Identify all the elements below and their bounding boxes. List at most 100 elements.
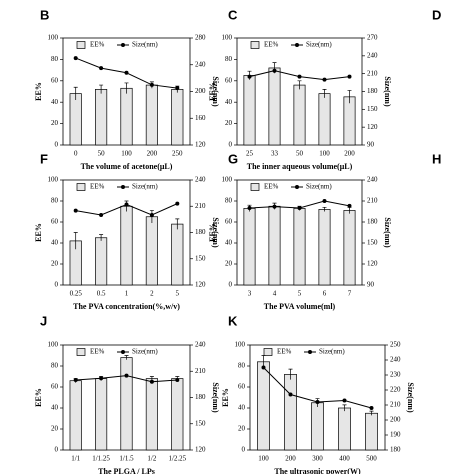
y2-tick-label: 180 (390, 446, 401, 454)
y2-axis-label: Size(nm) (211, 76, 220, 107)
x-axis-label: The PVA concentration(%,w/v) (73, 302, 180, 311)
x-tick-label: 1/1.25 (92, 455, 110, 463)
y-tick-label: 100 (48, 176, 59, 184)
panel-letter: C (228, 7, 238, 22)
x-tick-label: 0.25 (70, 290, 83, 298)
size-point (322, 77, 327, 82)
y-axis-label: EE% (34, 223, 43, 242)
error-bar (99, 234, 104, 241)
y-tick-label: 60 (51, 383, 59, 391)
size-point (175, 201, 180, 206)
x-tick-label: 1/2.25 (168, 455, 186, 463)
y2-tick-label: 240 (195, 176, 206, 184)
x-tick-label: 1/1 (71, 455, 80, 463)
legend-label: EE% (264, 183, 279, 191)
y-tick-label: 0 (55, 141, 59, 149)
x-tick-label: 100 (258, 455, 269, 463)
error-bar (124, 82, 129, 94)
panel-letter: H (432, 151, 441, 166)
y-tick-label: 0 (229, 281, 233, 289)
y-tick-label: 20 (51, 260, 59, 268)
error-bar (175, 218, 180, 230)
legend-dot (295, 185, 299, 189)
size-point (261, 365, 266, 370)
y2-tick-label: 190 (390, 431, 401, 439)
y-tick-label: 60 (51, 218, 59, 226)
legend-label: Size(nm) (306, 41, 332, 49)
legend-swatch (250, 183, 260, 191)
x-tick-label: 200 (344, 150, 355, 158)
bar (145, 84, 158, 146)
bar (145, 378, 158, 451)
panel-letter: J (40, 313, 47, 328)
y2-tick-label: 240 (367, 51, 378, 59)
size-point (149, 213, 154, 217)
x-axis-label: The ultrasonic power(W) (274, 467, 361, 474)
y-tick-label: 100 (222, 176, 233, 184)
y-tick-label: 0 (55, 281, 59, 289)
size-point (99, 376, 104, 381)
y-tick-label: 40 (225, 239, 233, 247)
y-tick-label: 20 (51, 119, 59, 127)
y-tick-label: 80 (225, 197, 233, 205)
legend-label: EE% (277, 348, 292, 356)
y-axis-label: EE% (34, 388, 43, 407)
legend-swatch (76, 348, 86, 356)
x-tick-label: 1/2 (147, 455, 156, 463)
y2-tick-label: 240 (195, 341, 206, 349)
legend-label: Size(nm) (132, 41, 158, 49)
y-tick-label: 60 (51, 76, 59, 84)
bar (343, 210, 356, 286)
legend-label: EE% (90, 41, 105, 49)
x-tick-label: 25 (246, 150, 254, 158)
size-point (369, 406, 374, 410)
y2-tick-label: 240 (390, 356, 401, 364)
y2-tick-label: 150 (367, 239, 378, 247)
legend-swatch (76, 183, 86, 191)
bar (120, 87, 133, 146)
bar (145, 216, 158, 286)
x-tick-label: 200 (285, 455, 296, 463)
size-point (124, 373, 129, 378)
size-point (99, 66, 104, 71)
y-tick-label: 0 (242, 446, 246, 454)
x-tick-label: 500 (366, 455, 377, 463)
x-tick-label: 100 (319, 150, 330, 158)
size-point (322, 199, 327, 203)
size-point (247, 74, 252, 79)
x-tick-label: 3 (248, 290, 252, 298)
legend-label: EE% (264, 41, 279, 49)
legend-label: Size(nm) (132, 348, 158, 356)
legend-swatch (250, 41, 260, 49)
bar (171, 89, 184, 146)
x-tick-label: 300 (312, 455, 323, 463)
size-point (288, 392, 293, 397)
panel-letter: F (40, 151, 48, 166)
error-bar (369, 410, 374, 416)
bar (311, 402, 324, 451)
bar (69, 93, 82, 146)
y-tick-label: 40 (225, 98, 233, 106)
bar (268, 205, 281, 286)
x-tick-label: 0.5 (97, 290, 106, 298)
legend-label: Size(nm) (306, 183, 332, 191)
bar (338, 407, 351, 451)
y2-tick-label: 150 (195, 254, 206, 262)
y-tick-label: 20 (225, 260, 233, 268)
size-point (149, 379, 154, 384)
y2-tick-label: 210 (195, 367, 206, 375)
y2-tick-label: 150 (195, 419, 206, 427)
y2-tick-label: 90 (367, 141, 375, 149)
legend-dot (308, 350, 312, 354)
panel-letter: D (432, 7, 441, 22)
x-tick-label: 33 (271, 150, 279, 158)
y2-tick-label: 210 (367, 197, 378, 205)
y2-tick-label: 200 (195, 87, 206, 95)
y-tick-label: 80 (51, 197, 59, 205)
y2-tick-label: 230 (390, 371, 401, 379)
y2-tick-label: 180 (367, 218, 378, 226)
y2-tick-label: 120 (367, 123, 378, 131)
legend-dot (121, 350, 125, 354)
bar (284, 374, 297, 451)
y-axis-label: EE% (208, 82, 217, 101)
